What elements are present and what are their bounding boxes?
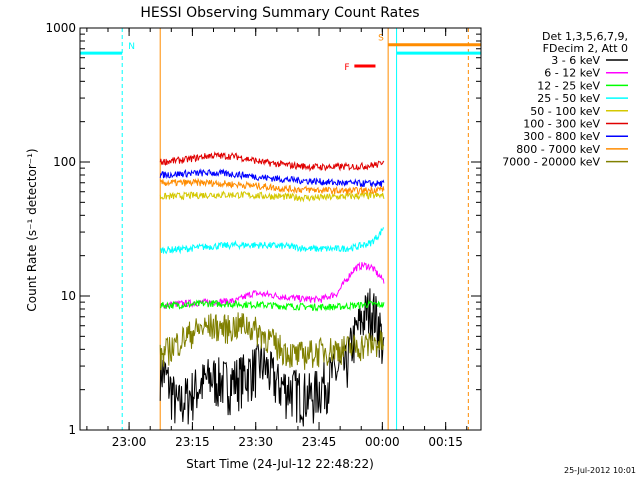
series-line [159, 177, 385, 195]
x-axis-label: Start Time (24-Jul-12 22:48:22) [186, 457, 374, 471]
series-line [159, 288, 385, 427]
flare-marker-label: F [344, 63, 349, 73]
legend-entry-label: 3 - 6 keV [551, 54, 600, 67]
x-tick-label: 23:15 [175, 435, 210, 449]
legend-header: FDecim 2, Att 0 [543, 42, 628, 55]
legend-entry-label: 12 - 25 keV [537, 79, 600, 92]
legend-entry-label: 800 - 7000 keV [516, 143, 600, 156]
x-tick-label: 00:00 [365, 435, 400, 449]
y-axis-label: Count Rate (s⁻¹ detector⁻¹) [25, 148, 39, 311]
y-tick-label: 100 [53, 155, 76, 169]
plot-area: N S F [79, 28, 482, 430]
series-line [160, 299, 385, 312]
x-tick-label: 23:30 [238, 435, 273, 449]
y-tick-label: 1000 [45, 21, 76, 35]
series-line [159, 190, 385, 203]
series-line [159, 227, 385, 255]
span-label: S [378, 34, 384, 44]
legend-entry-label: 300 - 800 keV [523, 130, 600, 143]
series-line [159, 168, 385, 188]
legend-entry-label: 100 - 300 keV [523, 118, 600, 131]
x-tick-label: 23:00 [112, 435, 147, 449]
legend-entry-label: 50 - 100 keV [530, 105, 600, 118]
span-label: N [128, 42, 135, 52]
x-tick-label: 00:15 [428, 435, 463, 449]
legend-entry-label: 7000 - 20000 keV [502, 156, 600, 169]
series-line [159, 151, 385, 172]
timestamp: 25-Jul-2012 10:01 [564, 466, 636, 475]
legend-entry-label: 6 - 12 keV [544, 67, 600, 80]
series-line [159, 312, 385, 371]
chart-title: HESSI Observing Summary Count Rates [140, 5, 419, 21]
plot-frame [79, 27, 482, 431]
y-tick-label: 10 [61, 289, 76, 303]
axes: 1 10 100 1000 23:00 23:15 23:30 23:45 00:00 00:15 [45, 21, 482, 449]
y-tick-label: 1 [68, 423, 76, 437]
legend-entry-label: 25 - 50 keV [537, 92, 600, 105]
x-tick-label: 23:45 [302, 435, 337, 449]
series-line [159, 261, 385, 310]
legend-header: Det 1,3,5,6,7,9, [542, 30, 628, 43]
legend: Det 1,3,5,6,7,9,FDecim 2, Att 03 - 6 keV… [502, 30, 628, 169]
